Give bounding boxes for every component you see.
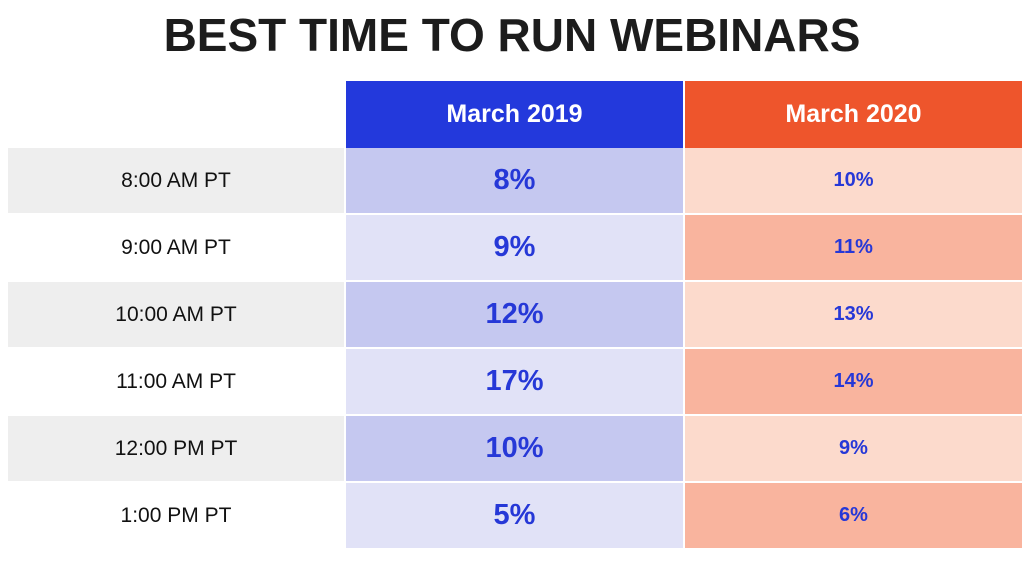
value-march-2019: 8% [346,148,683,213]
time-label: 10:00 AM PT [8,282,344,347]
value-march-2019: 9% [346,215,683,280]
value-march-2019: 12% [346,282,683,347]
column-header-march-2019: March 2019 [346,81,683,148]
time-label: 8:00 AM PT [8,148,344,213]
webinar-times-table: March 2019 March 2020 8:00 AM PT 8% 10% … [8,81,1022,548]
value-march-2020: 13% [685,282,1022,347]
value-march-2019: 5% [346,483,683,548]
value-march-2020: 14% [685,349,1022,414]
value-march-2019: 10% [346,416,683,481]
time-label: 11:00 AM PT [8,349,344,414]
time-label: 12:00 PM PT [8,416,344,481]
time-label: 9:00 AM PT [8,215,344,280]
column-header-march-2020: March 2020 [685,81,1022,148]
value-march-2020: 9% [685,416,1022,481]
value-march-2020: 6% [685,483,1022,548]
value-march-2019: 17% [346,349,683,414]
value-march-2020: 11% [685,215,1022,280]
time-column-header [8,81,344,148]
page-title: BEST TIME TO RUN WEBINARS [163,9,861,61]
value-march-2020: 10% [685,148,1022,213]
time-label: 1:00 PM PT [8,483,344,548]
